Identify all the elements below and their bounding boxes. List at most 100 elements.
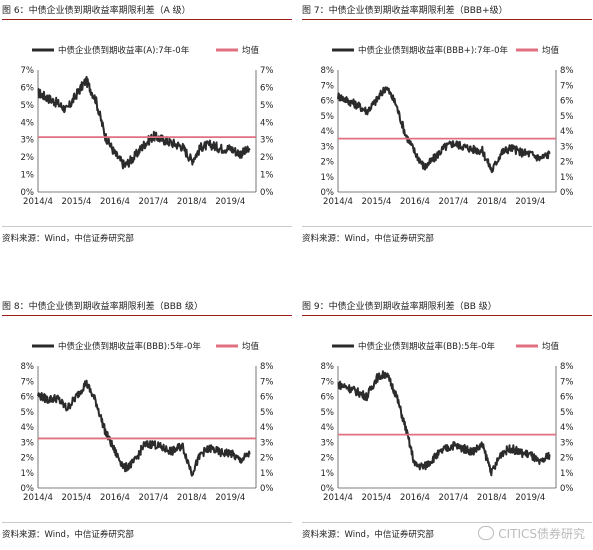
chart-bbb: 中债企业债到期收益率(BBB):5年-0年 均值 0% 0% 1% 1% 2% 2% 3% 3% 4… (21, 341, 274, 503)
source-divider (2, 226, 292, 227)
legend-series-label: 中债企业债到期收益率(BBB):5年-0年 (58, 341, 201, 352)
y-tick-label-left: 1% (321, 469, 335, 479)
y-tick-label-right: 5% (560, 408, 574, 418)
y-tick-label-left: 3% (21, 438, 35, 448)
legend-average-label: 均值 (242, 341, 260, 352)
y-tick-label-left: 0% (21, 188, 35, 198)
source-note: 资料来源：Wind，中信证券研究部 (302, 234, 434, 244)
y-tick-label-right: 1% (560, 469, 574, 479)
x-tick-label: 2018/4 (477, 197, 507, 207)
panel-title: 图 8：中债企业债到期收益率期限利差（BBB 级） (2, 302, 203, 312)
x-tick-label: 2017/4 (138, 197, 168, 207)
y-tick-label-left: 4% (21, 423, 35, 433)
y-tick-label-left: 6% (21, 83, 35, 93)
y-tick-label-right: 4% (260, 118, 274, 128)
panel-title: 图 9：中债企业债到期收益率期限利差（BB 级） (302, 302, 497, 312)
y-tick-label-right: 0% (260, 188, 274, 198)
title-divider (2, 19, 292, 20)
chart-bbb-plus: 中债企业债到期收益率(BBB+):7年-0年 均值 0% 0% 1% 1% 2% 2% 3% 3%… (321, 45, 574, 207)
legend-average-label: 均值 (542, 45, 560, 56)
source-divider (302, 226, 592, 227)
y-tick-label-left: 5% (21, 408, 35, 418)
y-tick-label-left: 7% (21, 377, 35, 387)
chart-bb: 中债企业债到期收益率(BB):5年-0年 均值 0% 0% 1% 1% 2% 2% 3% 3% 4%… (321, 341, 574, 503)
x-tick-label: 2014/4 (23, 493, 53, 503)
y-tick-label-right: 2% (560, 454, 574, 464)
series-line (37, 75, 251, 170)
y-tick-label-left: 0% (321, 484, 335, 494)
y-tick-label-left: 7% (21, 66, 35, 76)
y-tick-label-right: 5% (560, 112, 574, 122)
series-line (337, 86, 551, 174)
y-tick-label-right: 0% (560, 188, 574, 198)
x-tick-label: 2016/4 (400, 493, 430, 503)
y-tick-label-right: 3% (560, 142, 574, 152)
y-tick-label-right: 8% (560, 66, 574, 76)
series-line (337, 370, 551, 477)
y-tick-label-left: 6% (321, 97, 335, 107)
x-tick-label: 2019/4 (215, 197, 245, 207)
y-tick-label-right: 3% (260, 438, 274, 448)
source-note: 资料来源：Wind，中信证券研究部 (2, 530, 134, 540)
y-tick-label-right: 7% (560, 377, 574, 387)
panel-title: 图 6：中债企业债到期收益率期限利差（A 级） (2, 6, 191, 16)
x-tick-label: 2015/4 (362, 197, 392, 207)
y-tick-label-left: 3% (321, 438, 335, 448)
y-tick-label-right: 1% (260, 171, 274, 181)
y-tick-label-right: 5% (260, 408, 274, 418)
x-tick-label: 2014/4 (323, 197, 353, 207)
x-tick-label: 2016/4 (400, 197, 430, 207)
y-tick-label-left: 2% (21, 153, 35, 163)
x-tick-label: 2018/4 (477, 493, 507, 503)
chart-a: 中债企业债到期收益率(A):7年-0年 均值 0% 0% 1% 1% 2% 2% 3% 3% 4% 4… (21, 45, 274, 207)
x-tick-label: 2015/4 (362, 493, 392, 503)
chart-panel-bbb: 图 8：中债企业债到期收益率期限利差（BBB 级） 中债企业债到期收益率(BBB… (2, 300, 292, 550)
series-line (37, 379, 251, 477)
y-tick-label-left: 0% (21, 484, 35, 494)
panel-title: 图 7：中债企业债到期收益率期限利差（BBB+级） (302, 6, 508, 16)
y-tick-label-left: 5% (321, 408, 335, 418)
wechat-icon (478, 526, 495, 540)
chart-panel-bbb-plus: 图 7：中债企业债到期收益率期限利差（BBB+级） 中债企业债到期收益率(BBB… (302, 4, 592, 254)
legend-series-label: 中债企业债到期收益率(BB):5年-0年 (358, 341, 496, 352)
y-tick-label-left: 4% (321, 127, 335, 137)
y-tick-label-left: 1% (321, 173, 335, 183)
y-tick-label-left: 1% (21, 469, 35, 479)
legend-average-label: 均值 (242, 45, 260, 56)
y-tick-label-left: 8% (321, 66, 335, 76)
source-note: 资料来源：Wind，中信证券研究部 (2, 234, 134, 244)
legend-average-label: 均值 (542, 341, 560, 352)
x-tick-label: 2015/4 (62, 197, 92, 207)
x-tick-label: 2019/4 (215, 493, 245, 503)
y-tick-label-right: 3% (560, 438, 574, 448)
y-tick-label-left: 2% (321, 454, 335, 464)
y-tick-label-right: 0% (560, 484, 574, 494)
y-tick-label-right: 5% (260, 101, 274, 111)
chart-panel-bb: 图 9：中债企业债到期收益率期限利差（BB 级） 中债企业债到期收益率(BB):… (302, 300, 592, 550)
y-tick-label-left: 1% (21, 171, 35, 181)
y-tick-label-right: 6% (560, 97, 574, 107)
title-divider (302, 315, 592, 316)
y-tick-label-right: 7% (560, 81, 574, 91)
x-tick-label: 2014/4 (23, 197, 53, 207)
x-tick-label: 2017/4 (438, 493, 468, 503)
watermark: CITICS债券研究 (478, 525, 585, 542)
y-tick-label-right: 2% (260, 454, 274, 464)
title-divider (2, 315, 292, 316)
chart-panel-a: 图 6：中债企业债到期收益率期限利差（A 级） 中债企业债到期收益率(A):7年… (2, 4, 292, 254)
source-divider (302, 522, 592, 523)
y-tick-label-right: 6% (560, 393, 574, 403)
y-tick-label-right: 8% (560, 362, 574, 372)
y-tick-label-left: 3% (21, 136, 35, 146)
y-tick-label-left: 6% (21, 393, 35, 403)
x-tick-label: 2016/4 (100, 493, 130, 503)
y-tick-label-left: 6% (321, 393, 335, 403)
y-tick-label-left: 5% (21, 101, 35, 111)
y-tick-label-left: 5% (321, 112, 335, 122)
y-tick-label-left: 8% (321, 362, 335, 372)
y-tick-label-right: 8% (260, 362, 274, 372)
y-tick-label-right: 4% (560, 423, 574, 433)
y-tick-label-right: 6% (260, 393, 274, 403)
legend-series-label: 中债企业债到期收益率(A):7年-0年 (58, 45, 190, 56)
y-tick-label-right: 1% (260, 469, 274, 479)
